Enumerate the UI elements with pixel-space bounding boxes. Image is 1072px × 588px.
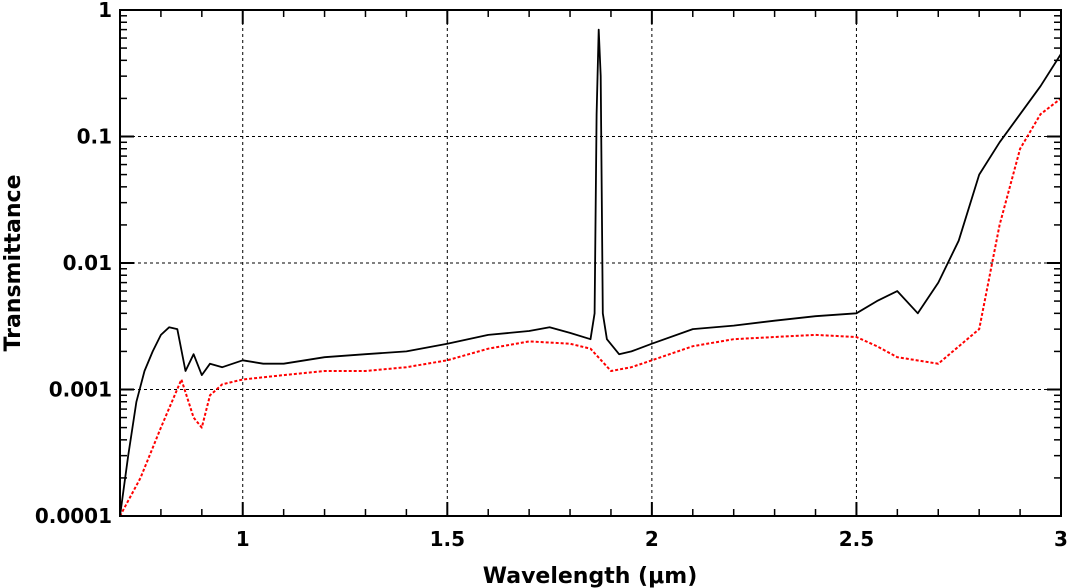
y-tick-label: 0.001 xyxy=(49,378,112,402)
series-layer xyxy=(119,28,1062,517)
y-tick-label: 1 xyxy=(98,0,112,22)
series-red-dotted-line xyxy=(119,97,1062,517)
x-tick-label: 1.5 xyxy=(430,527,465,551)
x-tick-label: 2 xyxy=(645,527,659,551)
x-tick-label: 1 xyxy=(236,527,250,551)
x-tick-label: 3 xyxy=(1054,527,1068,551)
x-tick-label: 2.5 xyxy=(839,527,874,551)
x-axis-title: Wavelength (μm) xyxy=(483,564,698,588)
y-tick-label: 0.1 xyxy=(77,125,112,149)
series-black-solid-line xyxy=(119,28,1062,517)
y-tick-label: 0.0001 xyxy=(35,504,112,528)
ticks: 1 1.5 2 2.5 3 0.0001 0.001 0.01 0.1 1 xyxy=(35,0,1068,551)
grid xyxy=(120,10,1061,516)
y-tick-label: 0.01 xyxy=(63,251,112,275)
y-axis-title: Transmittance xyxy=(1,174,26,351)
